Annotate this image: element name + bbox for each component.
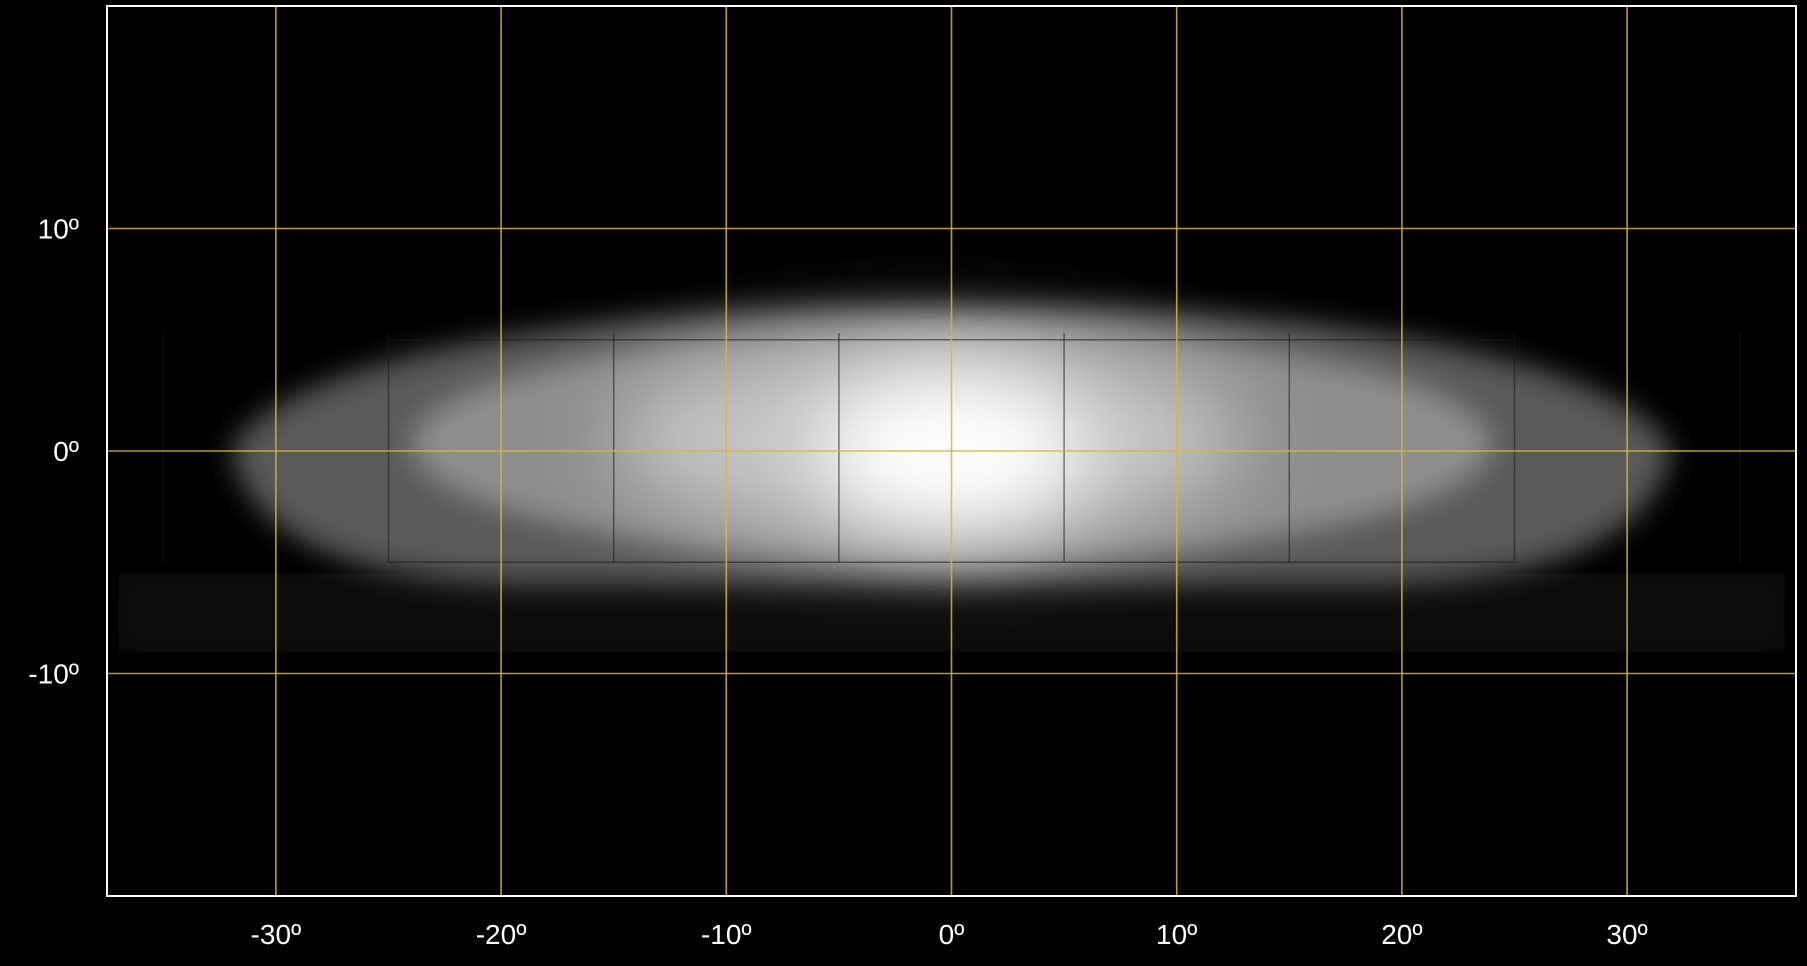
major-grid [107, 6, 1796, 896]
x-axis-tick-labels: -30º -20º -10º 0º 10º 20º 30º [251, 919, 1648, 950]
x-tick-label: -30º [251, 919, 302, 950]
x-tick-label: 20º [1381, 919, 1422, 950]
plot-frame [106, 5, 1797, 897]
y-tick-label: 0º [53, 436, 79, 467]
x-tick-label: 30º [1606, 919, 1647, 950]
x-tick-label: -10º [701, 919, 752, 950]
y-tick-label: 10º [38, 214, 79, 245]
y-axis-tick-labels: 10º 0º -10º [28, 214, 79, 690]
x-tick-label: 0º [939, 919, 965, 950]
x-tick-label: -20º [476, 919, 527, 950]
y-tick-label: -10º [28, 659, 79, 690]
x-tick-label: 10º [1156, 919, 1197, 950]
